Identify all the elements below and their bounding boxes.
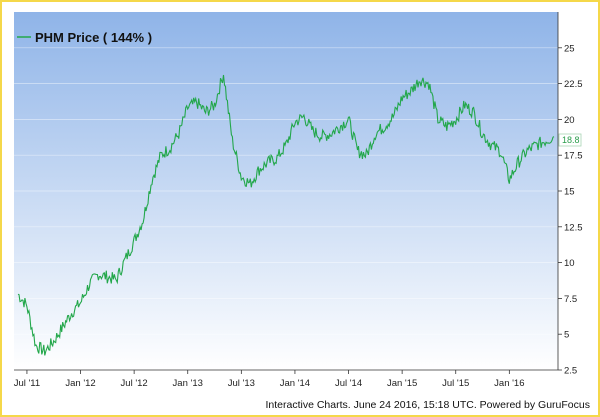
y-tick-label: 10 xyxy=(564,258,575,269)
y-tick-label: 20 xyxy=(564,115,575,126)
series-line-phm-price xyxy=(17,74,555,356)
footer-text: Interactive Charts. June 24 2016, 15:18 … xyxy=(265,399,590,411)
x-tick-label: Jan '15 xyxy=(387,378,417,389)
y-tick-label: 17.5 xyxy=(564,151,583,162)
x-tick-label: Jul '14 xyxy=(335,378,362,389)
x-tick-label: Jul '12 xyxy=(121,378,148,389)
y-tick-label: 7.5 xyxy=(564,294,577,305)
legend-label: PHM Price ( 144% ) xyxy=(35,30,152,45)
legend: PHM Price ( 144% ) xyxy=(17,30,152,45)
x-axis: Jul '11 Jan '12 Jul '12 Jan '13 Jul '13 Jan '… xyxy=(14,12,559,389)
y-tick-label: 22.5 xyxy=(564,79,583,90)
y-tick-label: 15 xyxy=(564,187,575,198)
last-value-box xyxy=(558,133,582,147)
last-value-label: 18.8 xyxy=(562,135,580,145)
x-tick-label: Jul '11 xyxy=(14,378,40,389)
y-tick-label: 12.5 xyxy=(564,222,583,233)
x-tick-label: Jan '13 xyxy=(173,378,203,389)
x-tick-label: Jan '14 xyxy=(280,378,310,389)
y-tick-label: 5 xyxy=(564,330,569,341)
y-axis: 2.5 5 7.5 10 12.5 15 17.5 20 22.5 25 xyxy=(558,43,583,377)
x-tick-label: Jan '16 xyxy=(494,378,524,389)
x-tick-label: Jul '13 xyxy=(228,378,255,389)
x-tick-label: Jan '12 xyxy=(65,378,95,389)
y-tick-label: 25 xyxy=(564,43,575,54)
grid-lines xyxy=(14,47,558,371)
x-tick-label: Jul '15 xyxy=(442,378,469,389)
y-tick-label: 2.5 xyxy=(564,366,577,377)
